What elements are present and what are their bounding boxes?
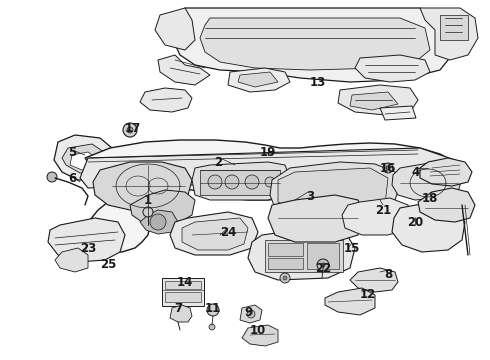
Text: 24: 24 <box>220 226 236 239</box>
Polygon shape <box>418 188 475 222</box>
Polygon shape <box>80 148 455 188</box>
Circle shape <box>386 166 390 170</box>
Polygon shape <box>48 218 125 262</box>
Polygon shape <box>158 55 210 85</box>
Text: 4: 4 <box>412 166 420 179</box>
Bar <box>440 15 468 40</box>
Circle shape <box>127 127 133 133</box>
Text: 17: 17 <box>125 122 141 135</box>
Bar <box>200 170 280 195</box>
Circle shape <box>265 177 275 187</box>
Text: 1: 1 <box>144 194 152 207</box>
Text: 13: 13 <box>310 76 326 89</box>
Polygon shape <box>140 210 178 234</box>
Polygon shape <box>155 8 195 50</box>
Polygon shape <box>380 106 416 120</box>
Circle shape <box>321 263 325 267</box>
Text: 25: 25 <box>100 258 116 271</box>
Circle shape <box>123 123 137 137</box>
Polygon shape <box>55 248 88 272</box>
Polygon shape <box>268 195 365 242</box>
Text: 3: 3 <box>306 190 314 203</box>
Polygon shape <box>70 152 96 170</box>
Text: 9: 9 <box>244 306 252 320</box>
Circle shape <box>150 214 166 230</box>
Circle shape <box>143 207 153 217</box>
Polygon shape <box>192 162 290 200</box>
Text: 6: 6 <box>68 171 76 184</box>
Text: 12: 12 <box>360 288 376 302</box>
Bar <box>165 281 201 289</box>
Text: 18: 18 <box>422 192 438 204</box>
Bar <box>307 243 339 269</box>
Polygon shape <box>355 55 430 82</box>
Polygon shape <box>338 85 418 115</box>
Bar <box>162 278 204 306</box>
Polygon shape <box>248 228 355 280</box>
Bar <box>165 292 201 302</box>
Text: 23: 23 <box>80 242 96 255</box>
Polygon shape <box>392 162 462 200</box>
Text: 7: 7 <box>174 302 182 315</box>
Text: 8: 8 <box>384 269 392 282</box>
Bar <box>268 258 303 269</box>
Polygon shape <box>278 168 388 210</box>
Text: 2: 2 <box>214 157 222 170</box>
Circle shape <box>280 273 290 283</box>
Polygon shape <box>420 158 472 186</box>
Circle shape <box>207 304 219 316</box>
Polygon shape <box>170 305 192 322</box>
Circle shape <box>247 310 255 318</box>
Bar <box>268 243 303 256</box>
Polygon shape <box>270 162 400 215</box>
Polygon shape <box>62 144 106 173</box>
Circle shape <box>317 259 329 271</box>
Polygon shape <box>228 68 290 92</box>
Circle shape <box>225 175 239 189</box>
Text: 19: 19 <box>260 147 276 159</box>
Polygon shape <box>172 8 460 82</box>
Text: 21: 21 <box>375 203 391 216</box>
Polygon shape <box>392 202 465 252</box>
Circle shape <box>383 163 393 173</box>
Polygon shape <box>342 198 412 235</box>
Text: 11: 11 <box>205 302 221 315</box>
Polygon shape <box>170 212 258 255</box>
Polygon shape <box>350 268 398 292</box>
Polygon shape <box>182 218 248 250</box>
Polygon shape <box>420 8 478 60</box>
Text: 14: 14 <box>177 276 193 289</box>
Polygon shape <box>325 288 375 315</box>
Polygon shape <box>238 72 278 87</box>
Polygon shape <box>200 18 430 70</box>
Polygon shape <box>242 325 278 346</box>
Text: 10: 10 <box>250 324 266 337</box>
Polygon shape <box>140 88 192 112</box>
Polygon shape <box>350 92 398 110</box>
Polygon shape <box>85 140 462 252</box>
Polygon shape <box>130 190 195 225</box>
Circle shape <box>245 175 259 189</box>
Text: 20: 20 <box>407 216 423 229</box>
Polygon shape <box>240 305 262 323</box>
Polygon shape <box>93 162 192 210</box>
Polygon shape <box>54 135 115 180</box>
Circle shape <box>283 276 287 280</box>
Circle shape <box>47 172 57 182</box>
Circle shape <box>208 175 222 189</box>
Text: 22: 22 <box>315 261 331 274</box>
Text: 16: 16 <box>380 162 396 175</box>
Bar <box>265 240 343 272</box>
Text: 5: 5 <box>68 145 76 158</box>
Circle shape <box>209 324 215 330</box>
Text: 15: 15 <box>344 242 360 255</box>
